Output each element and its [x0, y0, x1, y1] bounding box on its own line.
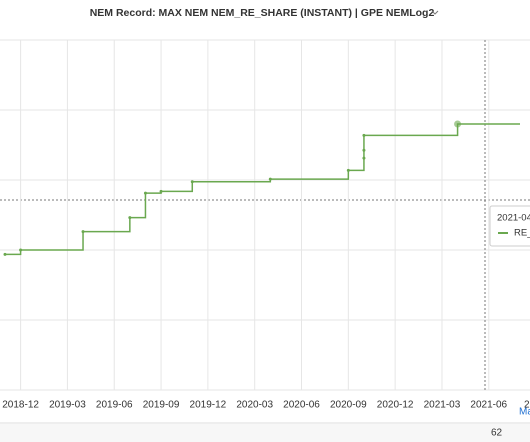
- hover-point: [454, 120, 462, 128]
- x-tick-label: 2020-12: [377, 400, 414, 411]
- tooltip-box: [489, 205, 530, 247]
- x-tick-label: 2020-06: [283, 400, 320, 411]
- title-chevron[interactable]: [431, 10, 439, 15]
- data-point: [362, 133, 366, 137]
- data-point: [346, 168, 350, 172]
- x-tick-label: 2021-03: [424, 400, 461, 411]
- data-point: [362, 148, 366, 152]
- x-tick-label: 2020-09: [330, 400, 367, 411]
- tooltip: 2021-04 RE_: [489, 205, 530, 247]
- footer-count: 62: [491, 428, 503, 439]
- data-point: [81, 230, 85, 234]
- chart-title[interactable]: NEM Record: MAX NEM NEM_RE_SHARE (INSTAN…: [90, 7, 435, 19]
- x-tick-label: 2: [524, 400, 530, 411]
- footer-bar: [0, 424, 530, 442]
- line-series: [5, 123, 520, 256]
- tooltip-series: RE_: [514, 228, 530, 239]
- data-point: [190, 180, 194, 184]
- x-tick-label: 2019-03: [49, 400, 86, 411]
- x-tick-label: 2019-12: [190, 400, 227, 411]
- data-point: [362, 156, 366, 160]
- data-point: [128, 216, 132, 220]
- data-point: [159, 189, 163, 193]
- footer-link[interactable]: Ma: [519, 407, 530, 418]
- x-tick-label: 2021-06: [470, 400, 507, 411]
- data-point: [3, 252, 7, 256]
- x-tick-label: 2019-06: [96, 400, 133, 411]
- h-grid: [0, 39, 530, 391]
- x-tick-label: 2019-09: [143, 400, 180, 411]
- data-point: [19, 248, 23, 252]
- x-tick-label: 2020-03: [236, 400, 273, 411]
- data-point: [268, 177, 272, 181]
- data-point: [143, 191, 147, 195]
- x-tick-label: 2018-12: [2, 400, 39, 411]
- tooltip-date: 2021-04: [497, 213, 530, 224]
